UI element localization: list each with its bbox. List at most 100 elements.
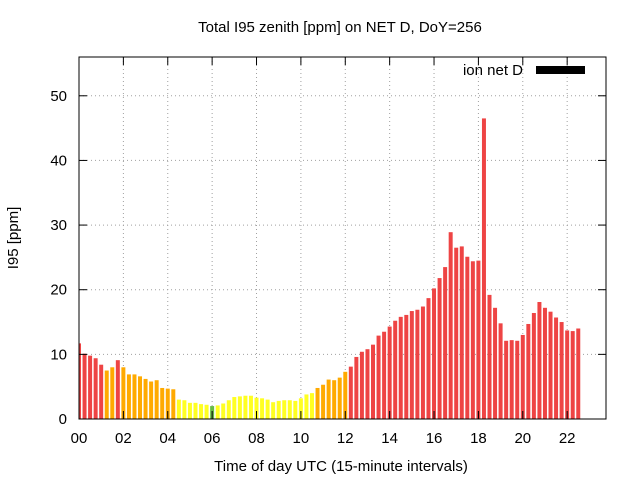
axis-ticks: 0 10 20 30 40 50 00 02 04 06 08 10 12 14 16 18 20 22: [50, 57, 606, 447]
bar: [132, 374, 137, 419]
bar: [426, 298, 431, 419]
bar: [476, 260, 481, 420]
y-tick-label: 40: [50, 152, 67, 169]
bar: [276, 400, 281, 419]
bar: [204, 404, 209, 419]
bar: [398, 316, 403, 419]
bar: [315, 387, 320, 419]
y-tick-label: 50: [50, 88, 67, 105]
bar: [237, 396, 242, 420]
bar: [193, 402, 198, 419]
bar: [326, 379, 331, 419]
bar: [199, 404, 204, 419]
bar: [454, 247, 459, 419]
bar: [542, 307, 547, 419]
bar: [271, 402, 276, 419]
bar: [143, 378, 148, 419]
legend-label: ion net D: [463, 62, 523, 79]
bar: [443, 267, 448, 419]
bar: [570, 331, 575, 419]
y-tick-label: 20: [50, 282, 67, 299]
legend: ion net D: [463, 62, 585, 79]
bar: [526, 323, 531, 419]
bar: [254, 397, 259, 419]
bar: [221, 403, 226, 419]
bar: [565, 330, 570, 419]
bar: [215, 405, 220, 419]
bar: [171, 389, 176, 419]
x-tick-label: 02: [115, 430, 132, 447]
bar: [359, 351, 364, 419]
bar: [348, 366, 353, 419]
x-axis-label: Time of day UTC (15-minute intervals): [214, 458, 468, 475]
bar: [420, 306, 425, 419]
bar: [93, 358, 98, 419]
bar: [154, 380, 159, 419]
plot-frame: [78, 56, 607, 420]
y-axis-label: I95 [ppm]: [5, 207, 22, 270]
bar: [481, 118, 486, 419]
bar: [448, 232, 453, 419]
bar: [459, 246, 464, 419]
bar: [115, 360, 120, 419]
bar: [520, 334, 525, 419]
bar: [409, 311, 414, 419]
bar: [298, 398, 303, 419]
y-tick-label: 10: [50, 346, 67, 363]
bar: [88, 355, 93, 419]
bar: [515, 340, 520, 419]
x-tick-label: 20: [514, 430, 531, 447]
bar: [149, 381, 154, 419]
bar: [437, 278, 442, 419]
grid: [79, 57, 606, 419]
bar: [79, 343, 81, 419]
bar: [293, 400, 298, 419]
bar: [121, 367, 126, 419]
bar: [187, 402, 192, 419]
bar: [248, 395, 253, 419]
x-tick-label: 04: [159, 430, 176, 447]
bar: [415, 309, 420, 419]
bar: [110, 367, 115, 419]
bar: [321, 384, 326, 419]
bar: [160, 387, 165, 419]
x-tick-label: 06: [204, 430, 221, 447]
bar: [287, 400, 292, 419]
bar: [465, 256, 470, 419]
y-tick-label: 30: [50, 217, 67, 234]
bar: [470, 261, 475, 419]
bar: [337, 377, 342, 419]
bar: [265, 399, 270, 419]
chart-title: Total I95 zenith [ppm] on NET D, DoY=256: [198, 19, 482, 36]
bar: [332, 380, 337, 419]
bar: [554, 317, 559, 419]
bar: [559, 322, 564, 419]
bar: [182, 400, 187, 419]
bar: [531, 312, 536, 419]
bar: [126, 374, 131, 419]
bar: [304, 394, 309, 419]
bar: [282, 400, 287, 419]
bars: [79, 118, 581, 420]
bar: [226, 400, 231, 419]
bar: [354, 356, 359, 419]
bar: [504, 340, 509, 419]
bar: [432, 288, 437, 419]
bar: [138, 376, 143, 419]
bar: [243, 395, 248, 419]
bar: [232, 397, 237, 419]
y-tick-label: 0: [59, 411, 67, 428]
bar: [371, 344, 375, 419]
x-tick-label: 14: [381, 430, 398, 447]
bar: [537, 302, 542, 419]
bar: [382, 331, 387, 419]
bar: [376, 335, 381, 419]
bar: [99, 364, 104, 419]
x-tick-label: 16: [426, 430, 443, 447]
bar: [393, 320, 398, 419]
bar: [82, 353, 87, 419]
bar: [165, 388, 170, 419]
x-tick-label: 08: [248, 430, 265, 447]
bar: [404, 314, 409, 419]
